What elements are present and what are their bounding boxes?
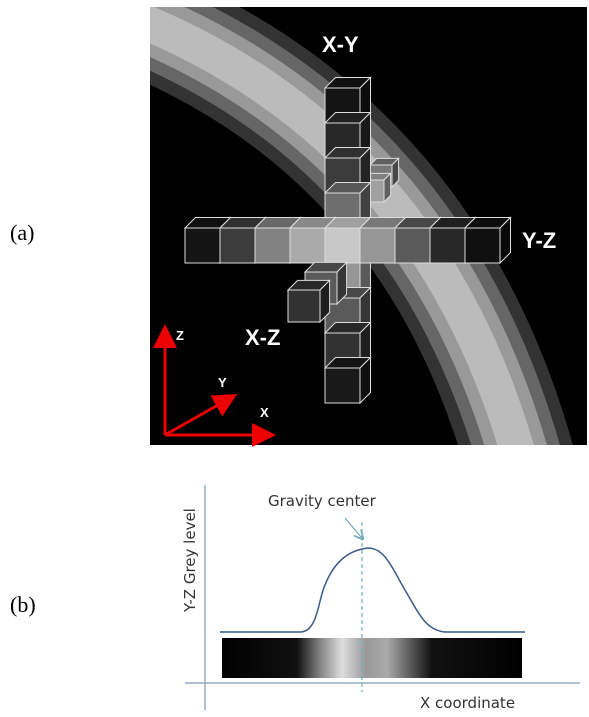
voxel bbox=[430, 228, 465, 263]
axis-letter: Y bbox=[218, 375, 227, 390]
axis-letter: X bbox=[260, 405, 269, 420]
panel-label: (b) bbox=[10, 592, 36, 617]
x-axis-label: X coordinate bbox=[420, 694, 515, 712]
plane-label: X-Z bbox=[245, 325, 280, 350]
voxel bbox=[185, 228, 220, 263]
plane-label: X-Y bbox=[322, 32, 359, 57]
plane-label: Y-Z bbox=[522, 228, 556, 253]
axis-letter: Z bbox=[176, 328, 184, 343]
y-axis-label: Y-Z Grey level bbox=[181, 508, 199, 613]
voxel bbox=[255, 228, 290, 263]
voxel bbox=[395, 228, 430, 263]
voxel bbox=[325, 368, 360, 403]
voxel bbox=[325, 228, 360, 263]
figure: (a) X-Y Y-Z X-Z Z Y X (b) Gravity center… bbox=[0, 0, 589, 717]
voxel bbox=[360, 228, 395, 263]
voxel bbox=[290, 228, 325, 263]
annotation: Gravity center bbox=[268, 492, 377, 510]
voxel bbox=[465, 228, 500, 263]
voxel bbox=[220, 228, 255, 263]
voxel bbox=[288, 290, 320, 322]
plot-b bbox=[185, 485, 580, 710]
panel-label: (a) bbox=[10, 220, 34, 245]
